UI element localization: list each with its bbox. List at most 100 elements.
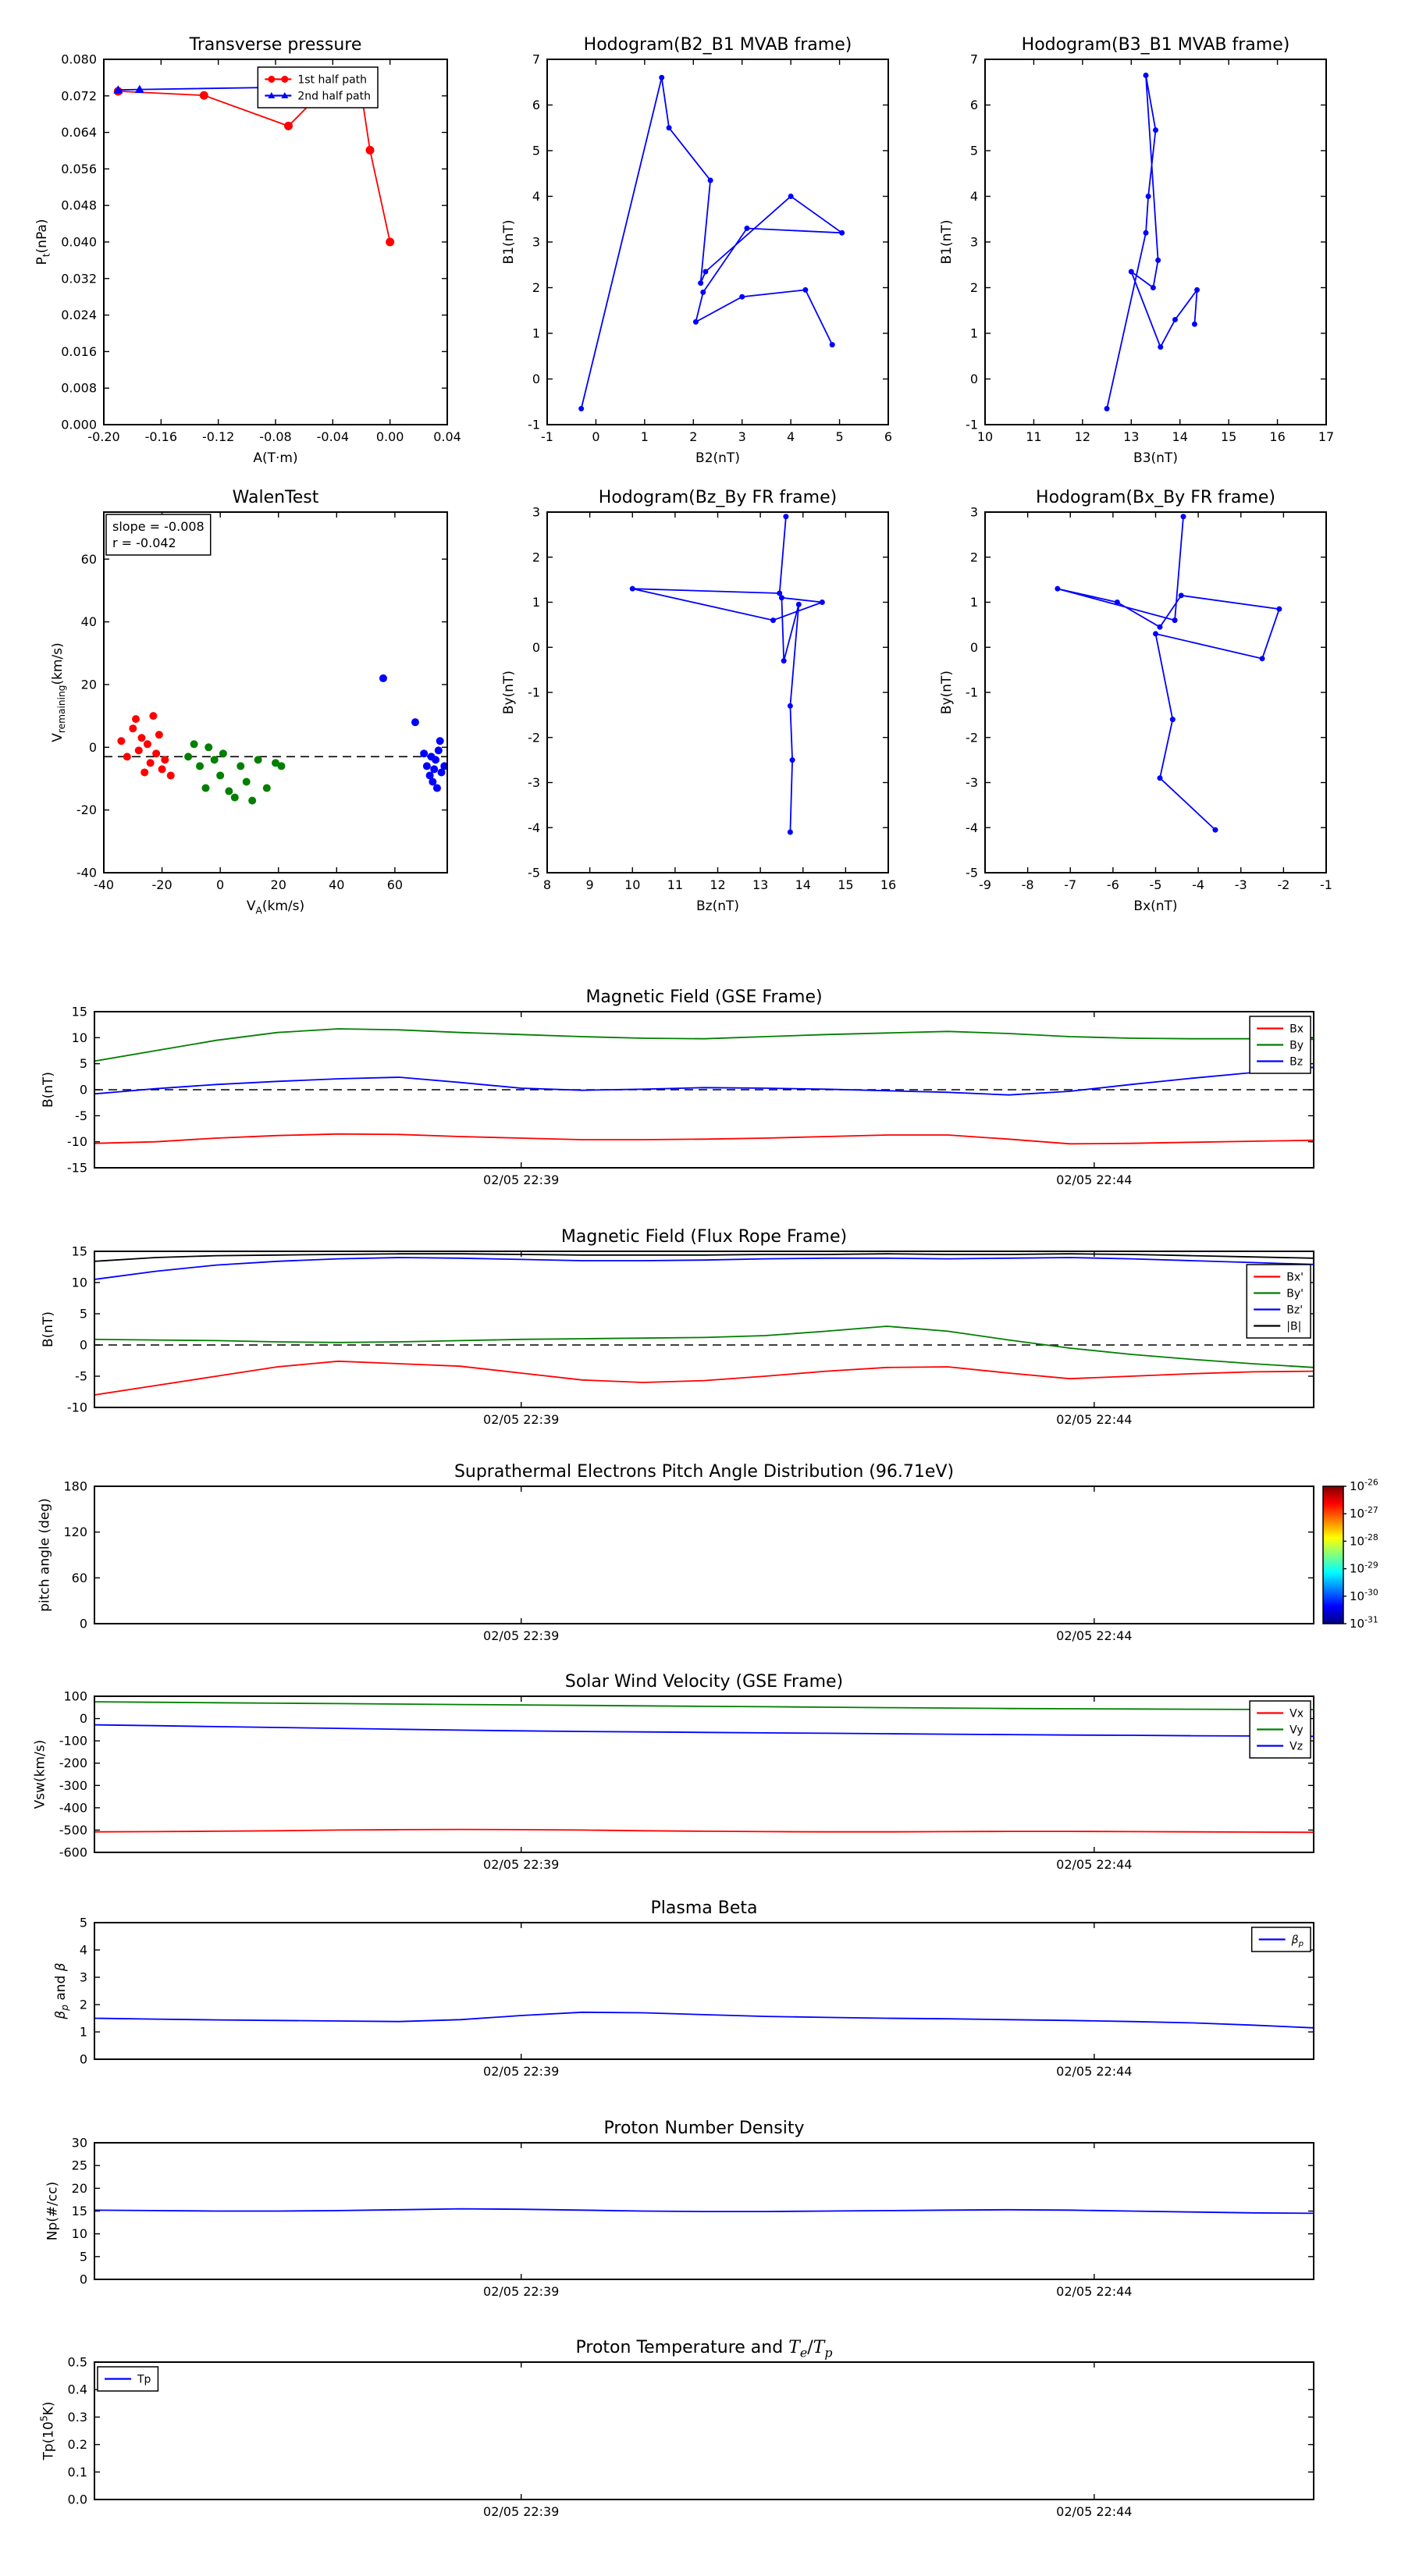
x-tick-label: 3: [738, 429, 746, 444]
x-tick-label: 20: [271, 877, 286, 892]
x-axis-label: B2(nT): [695, 450, 740, 466]
chart-plasma-beta: 02/05 22:39 02/05 22:44 0 1 2 3 4 5 Plasma Beta β…: [53, 1898, 1314, 2079]
legend: 1st half path 2nd half path: [257, 66, 379, 109]
y-tick-label: -600: [59, 1845, 87, 1860]
x-tick-label: -7: [1064, 877, 1076, 892]
y-tick-label: -4: [966, 820, 978, 835]
x-axis-label: Bx(nT): [1133, 898, 1177, 914]
y-tick-label: -5: [528, 866, 540, 881]
x-tick-label: 02/05 22:39: [483, 1412, 559, 1427]
chart-electron-pitch-angle: 02/05 22:39 02/05 22:44 0 60 120 180 Suprather…: [37, 1462, 1378, 1643]
y-tick-label: 0: [80, 1617, 87, 1631]
y-tick-label: 3: [532, 235, 540, 250]
y-axis-label: By(nT): [501, 671, 517, 714]
x-tick-label: 17: [1318, 429, 1334, 444]
y-tick-label: 60: [81, 552, 97, 567]
x-tick-label: 16: [880, 877, 896, 892]
x-tick-label: 02/05 22:39: [483, 1857, 559, 1872]
y-tick-label: 0: [89, 740, 97, 755]
x-tick-label: 02/05 22:44: [1056, 1172, 1132, 1187]
series-line-0: [632, 516, 823, 833]
y-tick-label: -400: [59, 1800, 87, 1815]
axes-border: [984, 59, 1327, 425]
chart-title: Transverse pressure: [189, 35, 362, 55]
y-tick-label: 0.032: [61, 271, 97, 286]
x-tick-label: 02/05 22:39: [483, 2504, 559, 2519]
legend-label: βp: [1291, 1934, 1304, 1948]
y-tick-label: 4: [532, 189, 540, 204]
chart-hodogram-b2-b1: -1 0 1 2 3 4 5 6 -1 0 1 2 3 4 5 6 7 Hodogram(B2_B1 MVAB f…: [501, 35, 892, 466]
legend: Bx By Bz: [1249, 1016, 1311, 1074]
y-tick-label: 1: [970, 595, 978, 610]
y-tick-label: 40: [81, 614, 97, 629]
colorbar-tick-label: 10-27: [1350, 1505, 1378, 1521]
plot-area: [94, 1028, 1314, 1145]
y-tick-label: 1: [80, 2025, 87, 2040]
y-tick-label: 1: [532, 326, 540, 341]
x-tick-label: 12: [710, 877, 725, 892]
y-axis-label: pitch angle (deg): [37, 1498, 52, 1612]
y-tick-label: 0.064: [61, 125, 97, 140]
legend-label: Vy: [1289, 1724, 1304, 1736]
y-tick-label: 0: [80, 1338, 87, 1353]
x-tick-label: 0.00: [376, 429, 404, 444]
chart-magnetic-field-flux-rope: 02/05 22:39 02/05 22:44 -10 -5 0 5 10 15 Magneti…: [41, 1227, 1314, 1427]
y-tick-label: 7: [532, 52, 540, 67]
y-tick-label: 2: [532, 280, 540, 295]
y-axis-label: βp and β: [53, 1962, 70, 2019]
x-tick-label: -0.20: [87, 429, 119, 444]
x-tick-label: 13: [752, 877, 768, 892]
x-tick-label: -20: [152, 877, 173, 892]
chart-title: Magnetic Field (GSE Frame): [585, 987, 822, 1007]
x-tick-label: -1: [1320, 877, 1332, 892]
y-axis-label: Pt(nPa): [34, 219, 52, 265]
y-axis-label: B1(nT): [501, 220, 517, 265]
chart-title: Plasma Beta: [651, 1898, 758, 1918]
x-tick-label: 40: [329, 877, 344, 892]
series-markers-0: [629, 514, 825, 835]
chart-title: Proton Number Density: [604, 2119, 805, 2138]
y-tick-label: 0: [80, 1083, 87, 1098]
y-tick-label: 0: [970, 640, 978, 655]
x-tick-label: 0.04: [433, 429, 461, 444]
y-axis-label: B(nT): [41, 1311, 56, 1347]
y-tick-label: 5: [80, 2249, 87, 2264]
series-markers-0: [578, 74, 845, 412]
axes-border: [103, 59, 448, 425]
x-tick-label: 02/05 22:44: [1056, 2064, 1132, 2079]
x-tick-label: -6: [1107, 877, 1119, 892]
series-markers-2: [379, 674, 448, 792]
series-markers-0: [113, 85, 395, 247]
colorbar-tick-label: 10-31: [1350, 1615, 1378, 1631]
y-tick-label: 0.3: [68, 2410, 87, 2425]
x-tick-label: -0.04: [317, 429, 349, 444]
y-tick-label: 15: [72, 1005, 87, 1019]
axes-border: [94, 1922, 1314, 2060]
y-tick-label: 5: [80, 1056, 87, 1071]
y-tick-label: -300: [59, 1778, 87, 1793]
y-tick-label: 3: [80, 1970, 87, 1985]
legend-label: Bz: [1289, 1055, 1303, 1068]
y-tick-label: 7: [970, 52, 978, 67]
x-tick-label: 0: [592, 429, 599, 444]
legend-label: 1st half path: [297, 73, 367, 86]
series-line-0: [94, 1133, 1314, 1145]
series-markers-0: [117, 712, 175, 780]
y-tick-label: 0.056: [61, 162, 97, 176]
axes-border: [546, 511, 889, 873]
y-tick-label: -100: [59, 1734, 87, 1749]
x-tick-label: 02/05 22:44: [1056, 1628, 1132, 1643]
colorbar-tick-label: 10-29: [1350, 1560, 1378, 1575]
y-tick-label: 20: [72, 2181, 87, 2196]
y-tick-label: 120: [63, 1525, 87, 1539]
x-tick-label: 02/05 22:39: [483, 1628, 559, 1643]
chart-hodogram-bx-by: -9 -8 -7 -6 -5 -4 -3 -2 -1 -5 -4 -3 -2 -1 0 1 2 3 Hodogram…: [939, 488, 1332, 914]
y-tick-label: -200: [59, 1756, 87, 1770]
y-tick-label: 30: [72, 2136, 87, 2151]
y-tick-label: 0.1: [68, 2464, 87, 2479]
y-tick-label: 3: [532, 505, 540, 520]
legend: Bx' By' Bz' |B|: [1246, 1264, 1311, 1339]
chart-title: WalenTest: [233, 488, 319, 507]
plot-area: [94, 1701, 1314, 1834]
